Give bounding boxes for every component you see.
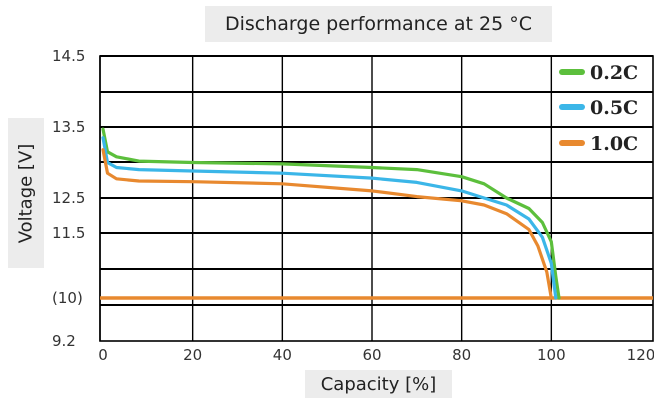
y-tick-label: 13.5 [52,118,85,136]
y-tick-label: 11.5 [52,224,85,242]
x-axis-label: Capacity [%] [305,370,452,398]
y-tick-label: 14.5 [52,47,85,65]
y-tick-label: 12.5 [52,189,85,207]
chart-title: Discharge performance at 25 °C [205,6,552,42]
y-axis-label-box: Voltage [V] [8,118,44,268]
y-tick-label: 9.2 [52,332,76,350]
legend-label-0.5C: 0.5C [590,97,638,119]
x-tick-label: 80 [452,346,471,364]
y-tick-label: (10) [52,289,83,307]
series-line-0.2C [101,127,561,300]
x-tick-label: 0 [98,346,108,364]
legend-label-1.0C: 1.0C [590,133,638,155]
x-tick-label: 60 [362,346,381,364]
plot-frame [99,55,654,342]
series-line-0.5C [101,136,558,300]
x-tick-label: 40 [273,346,292,364]
x-tick-label: 100 [537,346,566,364]
series-line-1.0C [101,148,553,300]
x-tick-label: 120 [627,346,654,364]
x-tick-label: 20 [183,346,202,364]
legend-label-0.2C: 0.2C [590,62,638,84]
